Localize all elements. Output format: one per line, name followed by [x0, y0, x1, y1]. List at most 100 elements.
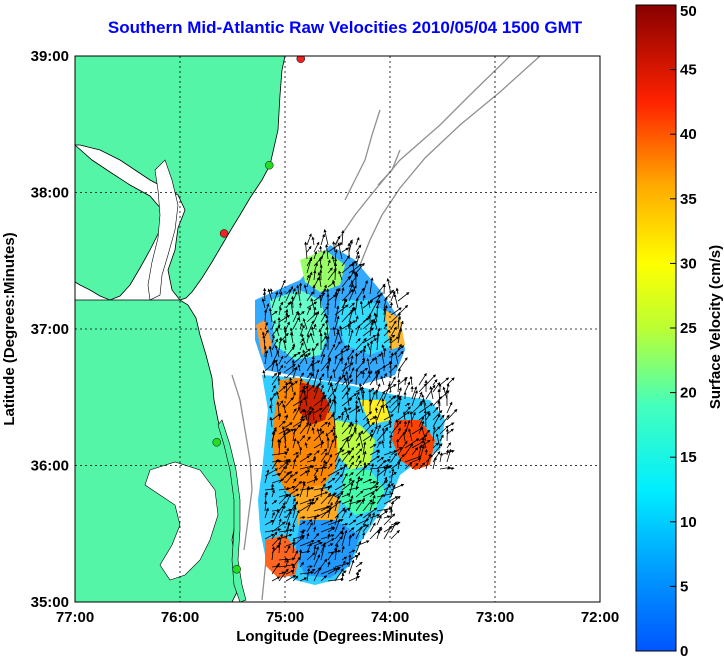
velocity-arrow: [376, 449, 380, 456]
velocity-arrow: [383, 347, 387, 358]
velocity-arrow: [271, 310, 278, 316]
velocity-arrow: [353, 306, 357, 316]
velocity-arrow: [362, 294, 366, 302]
velocity-arrow: [309, 332, 315, 344]
velocity-arrow: [397, 411, 411, 421]
velocity-arrow: [320, 384, 324, 393]
velocity-arrow: [355, 324, 361, 337]
velocity-arrow: [383, 513, 396, 526]
velocity-arrow: [311, 326, 315, 337]
grid-lines: [75, 56, 600, 602]
velocity-arrow: [369, 492, 375, 498]
velocity-arrow: [355, 499, 362, 505]
velocity-arrow: [320, 353, 326, 365]
velocity-arrow: [341, 254, 350, 267]
velocity-arrow: [334, 434, 338, 449]
velocity-arrow: [376, 456, 385, 463]
y-tick-label: 39:00: [31, 48, 69, 65]
x-tick-label: 72:00: [581, 609, 619, 626]
velocity-arrow: [292, 506, 297, 519]
velocity-arrow: [271, 334, 275, 344]
velocity-arrow: [354, 352, 359, 365]
velocity-arrow: [276, 401, 280, 414]
velocity-arrow: [334, 341, 341, 351]
velocity-arrow: [397, 350, 404, 358]
velocity-arrow: [333, 262, 338, 281]
velocity-arrow: [306, 567, 311, 582]
velocity-arrow: [375, 389, 379, 400]
velocity-arrow: [374, 415, 378, 428]
velocity-arrow: [376, 332, 380, 351]
velocity-arrow: [306, 452, 313, 456]
velocity-arrow: [355, 561, 363, 568]
velocity-arrow: [355, 455, 361, 463]
velocity-arrow: [327, 343, 336, 358]
velocity-arrow: [271, 372, 278, 379]
velocity-arrow: [362, 489, 379, 498]
velocity-arrow: [313, 310, 320, 323]
velocity-arrow: [390, 529, 400, 540]
velocity-arrow: [299, 322, 303, 330]
velocity-arrow: [347, 323, 351, 330]
velocity-arrow: [432, 456, 437, 470]
velocity-arrow: [376, 459, 387, 470]
velocity-arrow: [311, 347, 315, 358]
velocity-arrow: [383, 329, 391, 337]
velocity-arrow: [383, 296, 388, 309]
velocity-arrow: [348, 302, 355, 309]
velocity-arrow: [313, 342, 319, 351]
velocity-arrow: [337, 242, 343, 260]
velocity-arrow: [348, 555, 359, 561]
velocity-arrow: [389, 301, 393, 309]
velocity-arrow: [338, 270, 343, 281]
velocity-arrow: [292, 480, 302, 491]
velocity-arrow: [267, 288, 273, 302]
velocity-arrow: [278, 571, 286, 575]
velocity-arrow: [306, 478, 319, 484]
velocity-arrow: [313, 497, 319, 505]
velocity-arrow: [390, 452, 397, 463]
velocity-arrow: [278, 306, 282, 316]
velocity-arrow: [278, 505, 285, 519]
green-station: [265, 160, 274, 170]
velocity-arrow: [264, 329, 269, 337]
velocity-arrow: [320, 391, 326, 407]
velocity-arrow: [320, 233, 326, 246]
velocity-arrow: [304, 442, 308, 449]
velocity-arrow: [390, 484, 396, 498]
velocity-arrow: [292, 408, 297, 414]
velocity-arrow: [320, 452, 328, 463]
velocity-arrow: [297, 363, 301, 372]
velocity-arrow: [341, 287, 345, 295]
velocity-arrow: [306, 306, 311, 316]
velocity-arrow: [264, 507, 269, 519]
velocity-arrow: [369, 357, 375, 365]
velocity-arrow: [327, 438, 335, 456]
velocity-arrow: [383, 507, 393, 512]
velocity-arrow: [327, 549, 342, 554]
velocity-arrow: [306, 233, 312, 246]
velocity-arrow: [362, 531, 366, 540]
velocity-arrow: [442, 386, 448, 400]
velocity-arrow: [341, 450, 351, 463]
velocity-arrow: [355, 490, 364, 498]
velocity-arrow: [369, 481, 379, 491]
velocity-arrow: [278, 459, 290, 463]
velocity-arrow: [285, 289, 292, 295]
velocity-arrow: [264, 528, 282, 533]
velocity-arrow: [334, 495, 340, 512]
velocity-arrow: [289, 377, 294, 393]
velocity-arrow: [264, 520, 274, 526]
velocity-arrow: [362, 450, 367, 463]
velocity-arrow: [282, 339, 287, 351]
velocity-arrow: [369, 299, 379, 316]
velocity-arrow: [311, 236, 315, 246]
velocity-arrow: [318, 377, 323, 386]
velocity-arrow: [285, 508, 292, 512]
velocity-arrow: [285, 381, 289, 400]
velocity-arrow: [313, 241, 320, 253]
velocity-arrow: [310, 362, 315, 379]
velocity-arrow: [348, 482, 354, 498]
velocity-arrow: [369, 371, 380, 386]
velocity-arrow: [355, 350, 363, 358]
